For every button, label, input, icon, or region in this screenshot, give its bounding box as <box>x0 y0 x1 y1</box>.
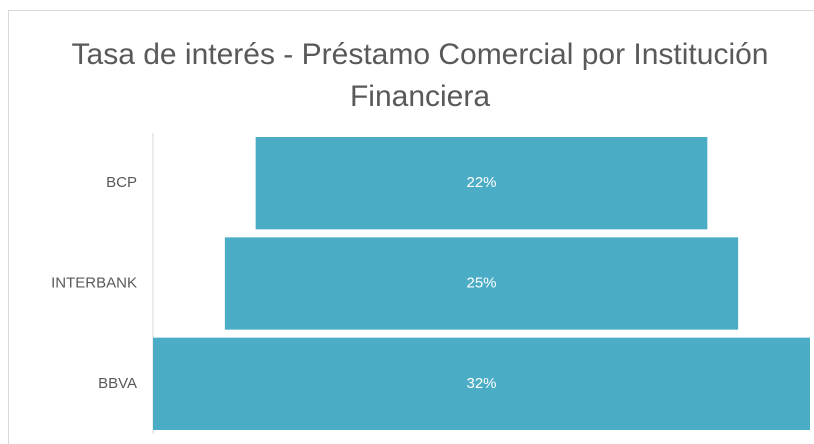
data-label: 25% <box>466 274 496 291</box>
category-label: INTERBANK <box>51 274 137 291</box>
data-label: 22% <box>466 174 496 191</box>
chart-title: Tasa de interés - Préstamo Comercial por… <box>71 38 769 113</box>
funnel-bar <box>255 137 708 230</box>
data-label: 32% <box>466 375 496 392</box>
funnel-bar <box>224 237 739 330</box>
chart-border <box>8 10 814 444</box>
category-label: BCP <box>106 174 137 191</box>
funnel-bar <box>153 337 810 430</box>
category-label: BBVA <box>98 375 137 392</box>
